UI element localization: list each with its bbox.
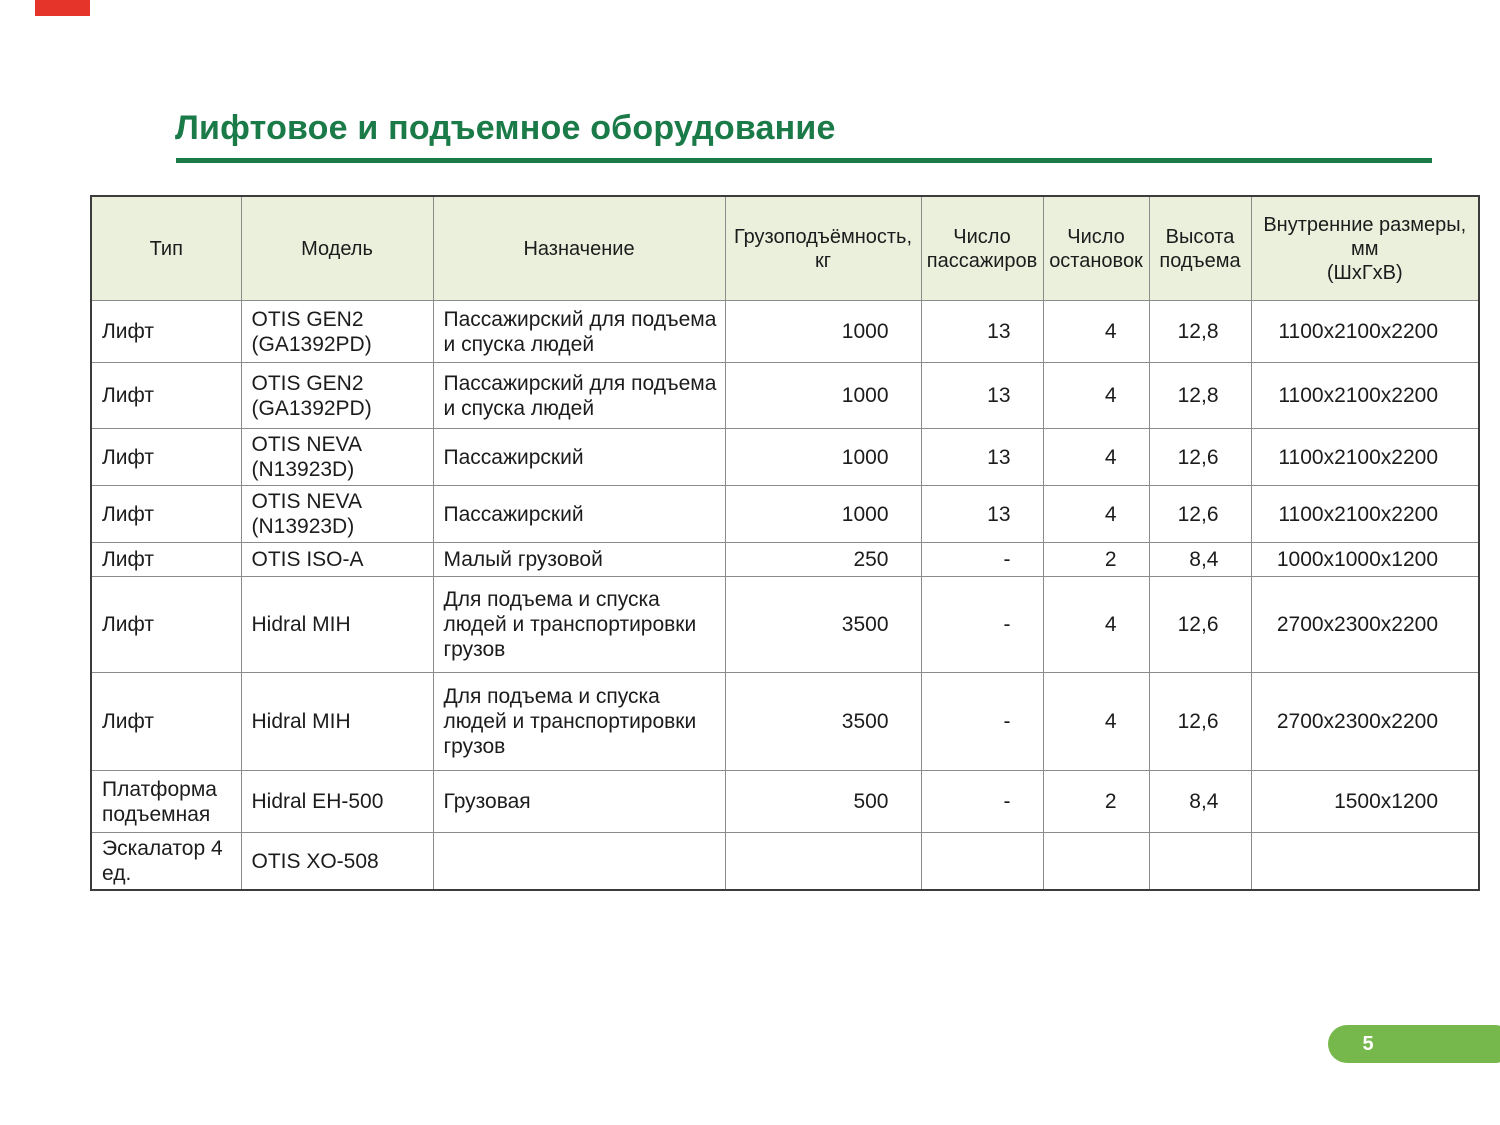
table-cell: Для подъема и спуска людей и транспортир… xyxy=(432,672,726,771)
page-number: 5 xyxy=(1362,1033,1374,1055)
table-cell: 2 xyxy=(1042,542,1150,577)
table-cell: 2700х2300х2200 xyxy=(1250,576,1480,673)
table-cell: 1100х2100х2200 xyxy=(1250,362,1480,429)
table-row: Лифт Hidral MIH Для подъема и спуска людей… xyxy=(90,672,1480,771)
table-cell: OTIS NEVA (N13923D) xyxy=(240,485,434,543)
table-cell: Грузовая xyxy=(432,770,726,833)
column-header: Тип xyxy=(90,195,242,301)
table-cell: 4 xyxy=(1042,300,1150,363)
table-cell: 4 xyxy=(1042,362,1150,429)
table-cell: 8,4 xyxy=(1148,542,1252,577)
table-row: Платформа подъемная Hidral EH-500 Грузовая… xyxy=(90,770,1480,833)
table-cell: - xyxy=(920,672,1044,771)
table-cell: 13 xyxy=(920,300,1044,363)
table-cell: Лифт xyxy=(90,576,242,673)
table-row: Лифт OTIS NEVA (N13923D) Пассажирский 1000 1… xyxy=(90,485,1480,543)
table-cell: 13 xyxy=(920,428,1044,486)
table-header-row: Тип Модель Назначение Грузоподъёмность, кг Ч… xyxy=(90,195,1480,301)
column-header: Модель xyxy=(240,195,434,301)
table-cell xyxy=(1250,832,1480,891)
table-cell: OTIS XO-508 xyxy=(240,832,434,891)
table-cell: 12,6 xyxy=(1148,485,1252,543)
column-header: Назначение xyxy=(432,195,726,301)
page-title: Лифтовое и подъемное оборудование xyxy=(175,108,836,147)
table-cell: 4 xyxy=(1042,485,1150,543)
table-cell: Лифт xyxy=(90,542,242,577)
table-cell: Для подъема и спуска людей и транспортир… xyxy=(432,576,726,673)
table-cell xyxy=(920,832,1044,891)
red-corner-marker xyxy=(35,0,90,16)
page-number-badge: 5 xyxy=(1328,1025,1500,1063)
table-cell: OTIS GEN2 (GA1392PD) xyxy=(240,300,434,363)
table-cell xyxy=(1148,832,1252,891)
table-row: Лифт Hidral MIH Для подъема и спуска людей… xyxy=(90,576,1480,673)
table-cell: - xyxy=(920,542,1044,577)
column-header: Число пассажиров xyxy=(920,195,1044,301)
table-cell: Пассажирский для подъема и спуска людей xyxy=(432,300,726,363)
table-cell: 4 xyxy=(1042,672,1150,771)
table-cell: OTIS GEN2 (GA1392PD) xyxy=(240,362,434,429)
table-row: Лифт OTIS ISO-A Малый грузовой 250-2 8,4 1000… xyxy=(90,542,1480,577)
table-cell: Hidral MIH xyxy=(240,576,434,673)
table-cell: 1100х2100х2200 xyxy=(1250,300,1480,363)
table-cell: 1000х1000х1200 xyxy=(1250,542,1480,577)
table-cell: Лифт xyxy=(90,362,242,429)
table-cell: 3500 xyxy=(724,576,922,673)
table-cell: 500 xyxy=(724,770,922,833)
table-cell: 1500х1200 xyxy=(1250,770,1480,833)
table-row: Лифт OTIS GEN2 (GA1392PD) Пассажирский для… xyxy=(90,362,1480,429)
table-cell: 4 xyxy=(1042,428,1150,486)
table-cell: - xyxy=(920,576,1044,673)
table-cell: OTIS NEVA (N13923D) xyxy=(240,428,434,486)
table-cell: Hidral MIH xyxy=(240,672,434,771)
table-cell: 1100х2100х2200 xyxy=(1250,428,1480,486)
table-cell: Малый грузовой xyxy=(432,542,726,577)
table-cell: 1000 xyxy=(724,300,922,363)
table-cell: 12,6 xyxy=(1148,428,1252,486)
table-cell: Пассажирский для подъема и спуска людей xyxy=(432,362,726,429)
table-cell: 12,8 xyxy=(1148,300,1252,363)
table-cell: 8,4 xyxy=(1148,770,1252,833)
table-cell: 13 xyxy=(920,362,1044,429)
table-cell: 1000 xyxy=(724,362,922,429)
table-cell: Hidral EH-500 xyxy=(240,770,434,833)
table-cell: OTIS ISO-A xyxy=(240,542,434,577)
table-cell: Пассажирский xyxy=(432,485,726,543)
title-underline-rule xyxy=(176,158,1432,163)
table-cell: Эскалатор 4 ед. xyxy=(90,832,242,891)
table-cell: Пассажирский xyxy=(432,428,726,486)
table-cell: 1000 xyxy=(724,485,922,543)
table-cell xyxy=(1042,832,1150,891)
table-cell: 3500 xyxy=(724,672,922,771)
column-header: Число остановок xyxy=(1042,195,1150,301)
table-cell: 12,8 xyxy=(1148,362,1252,429)
column-header: Грузоподъёмность, кг xyxy=(724,195,922,301)
equipment-table: Тип Модель Назначение Грузоподъёмность, кг Ч… xyxy=(90,195,1480,891)
table-row: Эскалатор 4 ед. OTIS XO-508 xyxy=(90,832,1480,891)
table-cell: Лифт xyxy=(90,485,242,543)
table-cell: 2700х2300х2200 xyxy=(1250,672,1480,771)
table-cell: - xyxy=(920,770,1044,833)
column-header: Высота подъема xyxy=(1148,195,1252,301)
table-cell: Лифт xyxy=(90,300,242,363)
table-row: Лифт OTIS GEN2 (GA1392PD) Пассажирский для… xyxy=(90,300,1480,363)
table-cell: 4 xyxy=(1042,576,1150,673)
table-cell xyxy=(724,832,922,891)
column-header: Внутренние размеры, мм (ШхГхВ) xyxy=(1250,195,1480,301)
table-cell: Лифт xyxy=(90,672,242,771)
table-cell: 250 xyxy=(724,542,922,577)
table-cell: 1100х2100х2200 xyxy=(1250,485,1480,543)
table-cell: 13 xyxy=(920,485,1044,543)
table-cell: 12,6 xyxy=(1148,672,1252,771)
table-body: Лифт OTIS GEN2 (GA1392PD) Пассажирский для… xyxy=(90,300,1480,891)
table-cell: 1000 xyxy=(724,428,922,486)
table-cell xyxy=(432,832,726,891)
table-cell: 2 xyxy=(1042,770,1150,833)
table-cell: Платформа подъемная xyxy=(90,770,242,833)
table-cell: 12,6 xyxy=(1148,576,1252,673)
table-row: Лифт OTIS NEVA (N13923D) Пассажирский 1000 1… xyxy=(90,428,1480,486)
table-cell: Лифт xyxy=(90,428,242,486)
